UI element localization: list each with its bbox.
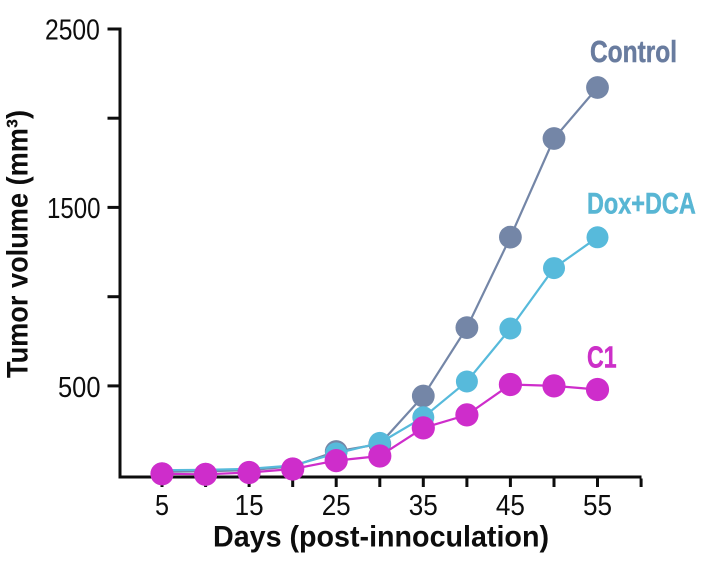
svg-text:Control: Control <box>590 34 677 69</box>
svg-text:Tumor volume (mm³): Tumor volume (mm³) <box>2 110 35 378</box>
svg-text:Dox+DCA: Dox+DCA <box>587 187 696 220</box>
svg-text:Days (post-innoculation): Days (post-innoculation) <box>213 521 549 554</box>
svg-text:C1: C1 <box>587 340 617 375</box>
svg-text:5: 5 <box>155 490 169 522</box>
svg-text:1500: 1500 <box>47 193 101 225</box>
svg-text:35: 35 <box>409 490 438 522</box>
svg-text:45: 45 <box>496 490 525 522</box>
svg-text:15: 15 <box>235 490 264 522</box>
svg-text:2500: 2500 <box>45 14 100 46</box>
svg-text:55: 55 <box>583 490 612 522</box>
svg-text:500: 500 <box>58 372 101 404</box>
svg-text:25: 25 <box>322 490 351 522</box>
